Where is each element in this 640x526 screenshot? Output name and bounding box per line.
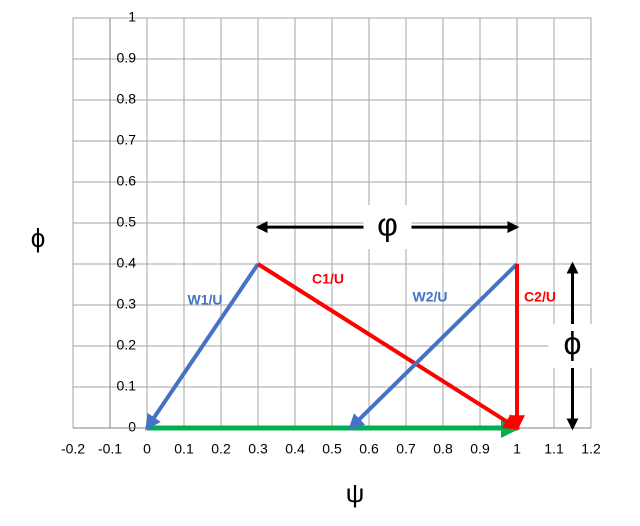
y-tick-label: 0.5 bbox=[117, 214, 137, 230]
x-tick-label: 0.1 bbox=[174, 441, 194, 457]
y-tick-label: 0.6 bbox=[117, 173, 137, 189]
x-tick-label: 0 bbox=[143, 441, 151, 457]
annotation-label: φ bbox=[377, 207, 398, 243]
y-tick-label: 1 bbox=[128, 9, 136, 25]
vector-label: C2/U bbox=[524, 289, 556, 305]
annotation-background bbox=[548, 324, 597, 368]
vector-label: C1/U bbox=[312, 271, 344, 287]
x-tick-label: 0.3 bbox=[248, 441, 268, 457]
x-tick-label: 0.6 bbox=[359, 441, 379, 457]
x-tick-label: 0.4 bbox=[285, 441, 305, 457]
x-tick-label: 1.1 bbox=[544, 441, 564, 457]
x-tick-label: 0.7 bbox=[396, 441, 416, 457]
vector bbox=[348, 262, 519, 431]
x-tick-label: -0.1 bbox=[98, 441, 122, 457]
x-tick-label: -0.2 bbox=[61, 441, 85, 457]
y-tick-label: 0.2 bbox=[117, 337, 137, 353]
x-tick-label: 1.2 bbox=[581, 441, 601, 457]
x-tick-label: 0.8 bbox=[433, 441, 453, 457]
x-tick-label: 0.9 bbox=[470, 441, 490, 457]
y-tick-label: 0 bbox=[128, 419, 136, 435]
x-tick-label: 0.2 bbox=[211, 441, 231, 457]
x-axis-label: ψ bbox=[346, 478, 365, 508]
y-tick-label: 0.8 bbox=[117, 91, 137, 107]
vector-label: W1/U bbox=[188, 292, 223, 308]
vector-label: W2/U bbox=[413, 289, 448, 305]
x-tick-label: 1 bbox=[513, 441, 521, 457]
y-tick-label: 0.1 bbox=[117, 378, 137, 394]
vector bbox=[145, 262, 260, 431]
vector bbox=[256, 262, 520, 430]
y-tick-label: 0.3 bbox=[117, 296, 137, 312]
y-tick-label: 0.4 bbox=[117, 255, 137, 271]
y-tick-label: 0.9 bbox=[117, 50, 137, 66]
annotation-background bbox=[363, 205, 412, 250]
x-tick-label: 0.5 bbox=[322, 441, 342, 457]
y-tick-label: 0.7 bbox=[117, 132, 137, 148]
annotation-label: ϕ bbox=[564, 325, 582, 361]
y-axis-label: ϕ bbox=[31, 223, 46, 253]
